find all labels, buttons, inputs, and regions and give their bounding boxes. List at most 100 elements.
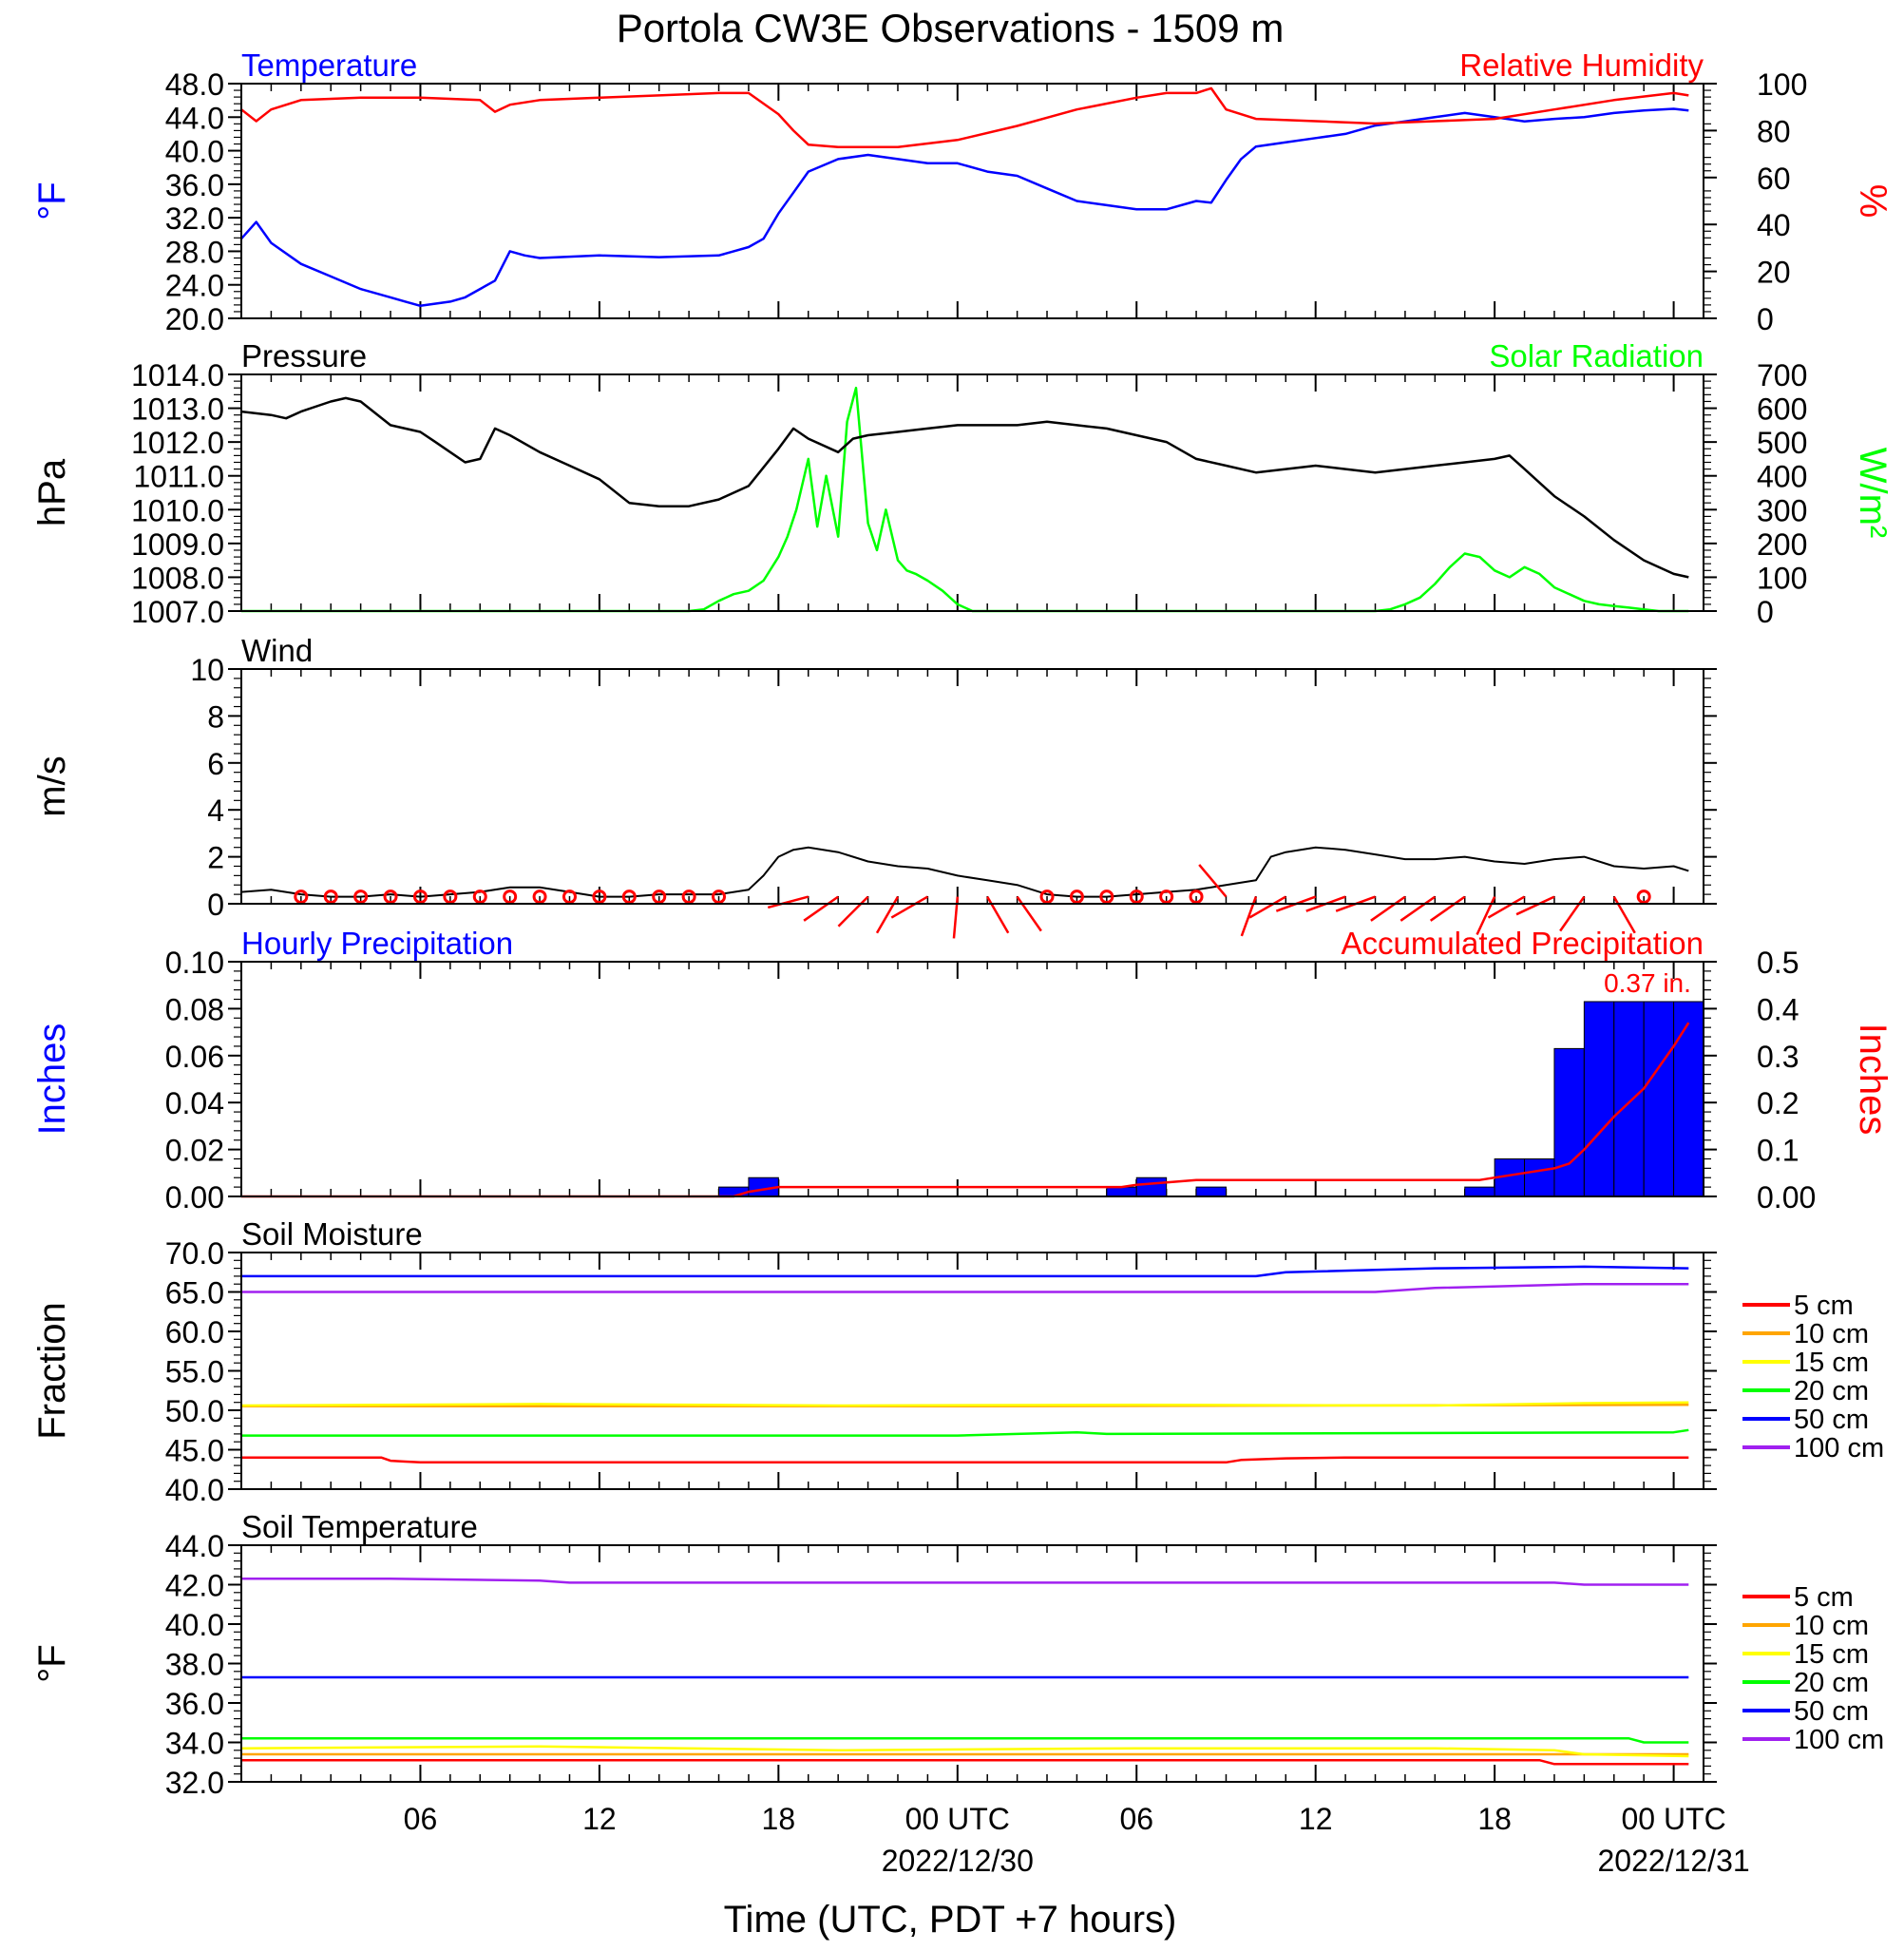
hourly-precip-bar <box>1553 1047 1585 1197</box>
y-left-tick-label: 24.0 <box>165 269 224 303</box>
legend-label-20-cm: 20 cm <box>1794 1376 1869 1406</box>
legend-label-10-cm: 10 cm <box>1794 1319 1869 1349</box>
y-left-tick-label: 0.04 <box>165 1086 224 1120</box>
wind-barb-staff <box>1370 895 1406 922</box>
y-right-tick-label: 0.00 <box>1757 1180 1816 1215</box>
y-right-tick-label: 500 <box>1757 426 1807 460</box>
y-left-tick-label: 36.0 <box>165 1687 224 1721</box>
calm-wind-circle <box>294 889 309 905</box>
calm-wind-circle <box>383 889 398 905</box>
legend-label-15-cm: 15 cm <box>1794 1348 1869 1378</box>
panel-title-right: Solar Radiation <box>1489 338 1704 373</box>
y-left-tick-label: 50.0 <box>165 1394 224 1428</box>
y-right-tick-label: 100 <box>1757 67 1807 102</box>
y-right-tick-label: 0.2 <box>1757 1086 1799 1120</box>
y-left-tick-label: 70.0 <box>165 1236 224 1271</box>
y-left-tick-label: 32.0 <box>165 1766 224 1800</box>
wind-barb-staff <box>1399 895 1437 922</box>
calm-wind-circle <box>1099 889 1114 905</box>
series-20-cm <box>241 1737 1689 1744</box>
y-right-tick-label: 80 <box>1757 114 1791 148</box>
series-100-cm <box>241 1282 1689 1293</box>
x-tick-label: 06 <box>1119 1802 1153 1836</box>
series-pressure <box>240 396 1689 579</box>
hourly-precip-bar <box>1613 1001 1645 1197</box>
accumulated-total-label: 0.37 in. <box>1604 968 1691 998</box>
y-right-tick-label: 100 <box>1757 561 1807 595</box>
hourly-precip-bar <box>1583 1001 1615 1197</box>
calm-wind-circle <box>1636 889 1651 905</box>
series-5-cm <box>241 1456 1689 1464</box>
y-left-tick-label: 40.0 <box>165 1473 224 1507</box>
y-left-tick-label: 55.0 <box>165 1355 224 1389</box>
hourly-precip-bar <box>1195 1186 1227 1197</box>
y-right-tick-label: 0.3 <box>1757 1040 1799 1074</box>
panel-title-left: Soil Moisture <box>241 1216 423 1252</box>
y-left-tick-label: 20.0 <box>165 302 224 336</box>
hourly-precip-bar <box>1643 1001 1675 1197</box>
calm-wind-circle <box>412 889 428 905</box>
y-left-axis-label: Inches <box>31 1023 73 1136</box>
panel-frame <box>240 1252 1704 1490</box>
panel-frame <box>240 961 1704 1197</box>
series-50-cm <box>241 1265 1689 1278</box>
panel-title-left: Soil Temperature <box>241 1509 478 1544</box>
y-left-tick-label: 2 <box>207 841 224 875</box>
panel-frame <box>240 668 1704 905</box>
wind-barb-staff <box>767 895 809 909</box>
legend-label-100-cm: 100 cm <box>1794 1725 1884 1755</box>
series-relative-humidity <box>240 86 1689 148</box>
y-left-axis-label: Fraction <box>31 1302 73 1440</box>
y-left-tick-label: 4 <box>207 794 224 828</box>
hourly-precip-bar <box>1464 1186 1495 1197</box>
y-left-tick-label: 32.0 <box>165 201 224 236</box>
y-left-tick-label: 0.06 <box>165 1040 224 1074</box>
calm-wind-circle <box>652 889 667 905</box>
y-left-tick-label: 40.0 <box>165 1608 224 1642</box>
panel-pressure: 1007.01008.01009.01010.01011.01012.01013… <box>31 338 1894 629</box>
y-left-axis-label: °F <box>31 1644 73 1682</box>
x-tick-label: 06 <box>404 1802 438 1836</box>
y-left-tick-label: 1014.0 <box>131 358 224 392</box>
y-right-tick-label: 300 <box>1757 493 1807 527</box>
y-left-tick-label: 34.0 <box>165 1727 224 1761</box>
y-left-tick-label: 36.0 <box>165 168 224 202</box>
y-right-axis-label: % <box>1852 184 1894 219</box>
calm-wind-circle <box>621 889 637 905</box>
series-15-cm <box>240 1745 1689 1758</box>
calm-wind-circle <box>1069 889 1084 905</box>
y-left-tick-label: 8 <box>207 699 224 734</box>
panel-title-left: Pressure <box>241 338 367 373</box>
series-5-cm <box>241 1758 1689 1766</box>
wind-barb-staff <box>1612 895 1636 934</box>
y-left-tick-label: 0.08 <box>165 992 224 1026</box>
y-left-tick-label: 42.0 <box>165 1569 224 1603</box>
y-right-tick-label: 60 <box>1757 162 1791 196</box>
calm-wind-circle <box>592 889 607 905</box>
y-right-tick-label: 600 <box>1757 392 1807 427</box>
y-left-axis-label: hPa <box>31 458 73 526</box>
calm-wind-circle <box>712 889 727 905</box>
x-tick-label: 00 UTC <box>1621 1802 1725 1836</box>
y-left-tick-label: 1011.0 <box>134 460 225 494</box>
calm-wind-circle <box>503 889 518 905</box>
x-tick-label: 00 UTC <box>905 1802 1010 1836</box>
y-right-tick-label: 0.5 <box>1757 946 1799 980</box>
panel-title-left: Temperature <box>241 48 417 83</box>
legend-label-100-cm: 100 cm <box>1794 1433 1884 1463</box>
series-temperature <box>240 107 1689 308</box>
y-right-tick-label: 0 <box>1757 302 1774 336</box>
wind-barb-staff <box>1016 895 1042 932</box>
y-left-tick-label: 1009.0 <box>131 527 224 562</box>
legend-label-15-cm: 15 cm <box>1794 1639 1869 1670</box>
x-tick-label: 12 <box>582 1802 617 1836</box>
y-left-tick-label: 38.0 <box>165 1648 224 1682</box>
hourly-precip-bar <box>1106 1186 1137 1197</box>
y-right-axis-label: W/m² <box>1852 448 1894 539</box>
hourly-precip-bar <box>718 1186 750 1197</box>
y-left-tick-label: 28.0 <box>165 235 224 269</box>
y-right-tick-label: 400 <box>1757 460 1807 494</box>
y-right-tick-label: 700 <box>1757 358 1807 392</box>
series-15-cm <box>240 1401 1689 1407</box>
